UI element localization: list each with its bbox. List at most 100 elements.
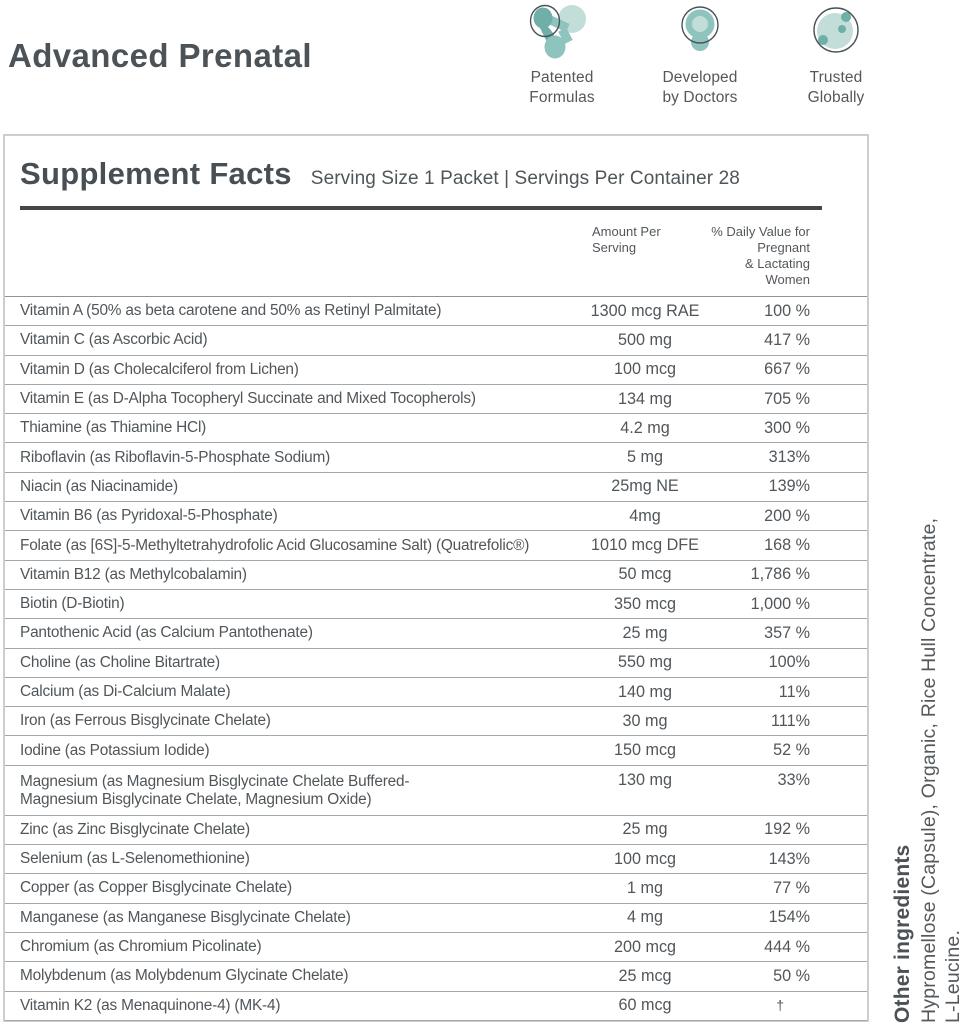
nutrient-name: Vitamin C (as Ascorbic Acid) [20, 331, 208, 349]
developed-by-doctors-icon [677, 2, 723, 62]
nutrient-amount: 140 mg [618, 682, 672, 701]
nutrient-amount: 60 mcg [618, 996, 672, 1015]
panel-header: Supplement Facts Serving Size 1 Packet |… [5, 136, 867, 192]
nutrient-dv: 50 % [773, 966, 810, 985]
nutrient-amount: 5 mg [627, 448, 663, 467]
nutrient-row: Calcium (as Di-Calcium Malate) 140 mg 11… [5, 678, 867, 708]
nutrient-name: Biotin (D-Biotin) [20, 595, 125, 613]
nutrient-row: Riboflavin (as Riboflavin-5-Phosphate So… [5, 443, 867, 473]
column-headers: Amount Per Serving % Daily Value for Pre… [5, 210, 867, 297]
nutrient-dv: 192 % [764, 820, 810, 839]
nutrient-row: Iodine (as Potassium Iodide) 150 mcg 52 … [5, 736, 867, 766]
nutrient-row: Vitamin B12 (as Methylcobalamin) 50 mcg … [5, 561, 867, 590]
nutrient-row: Molybdenum (as Molybdenum Glycinate Chel… [5, 962, 867, 992]
nutrient-amount: 1 mg [627, 878, 663, 897]
nutrient-dv: 313% [768, 448, 810, 467]
nutrient-amount: 25 mg [622, 820, 668, 839]
supplement-facts-panel: Supplement Facts Serving Size 1 Packet |… [3, 134, 869, 1022]
nutrient-row: Zinc (as Zinc Bisglycinate Chelate) 25 m… [5, 816, 867, 846]
nutrient-row: Thiamine (as Thiamine HCl) 4.2 mg 300 % [5, 414, 867, 444]
nutrient-amount: 4mg [629, 506, 661, 525]
trusted-globally-icon [810, 2, 862, 62]
nutrient-row: Magnesium (as Magnesium Bisglycinate Che… [5, 766, 867, 816]
nutrient-row: Pantothenic Acid (as Calcium Pantothenat… [5, 619, 867, 649]
nutrient-dv: † [776, 996, 784, 1013]
nutrient-row: Manganese (as Manganese Bisglycinate Che… [5, 904, 867, 933]
supplement-facts-title: Supplement Facts [20, 156, 292, 191]
header-rule [20, 206, 822, 210]
nutrient-dv: 100 % [764, 301, 810, 320]
nutrient-amount: 25mg NE [611, 477, 679, 496]
nutrient-dv: 168 % [764, 536, 810, 555]
nutrient-name: Vitamin D (as Cholecalciferol from Liche… [20, 360, 299, 378]
nutrient-dv: 154% [768, 908, 810, 927]
badge-patented-formulas: Patented Formulas [496, 2, 628, 108]
dv-column-header: % Daily Value for Pregnant & Lactating W… [711, 224, 810, 287]
badges: Patented Formulas Developed by Doctors [0, 0, 976, 110]
nutrient-amount: 150 mcg [613, 741, 677, 760]
nutrient-row: Iron (as Ferrous Bisglycinate Chelate) 3… [5, 707, 867, 737]
nutrient-dv: 357 % [764, 623, 810, 642]
serving-info: Serving Size 1 Packet | Servings Per Con… [310, 168, 740, 189]
nutrient-row: Selenium (as L-Selenomethionine) 100 mcg… [5, 845, 867, 875]
other-ingredients-text: Hypromellose (Capsule), Organic, Rice Hu… [918, 517, 964, 1023]
nutrient-row: Vitamin C (as Ascorbic Acid) 500 mg 417 … [5, 326, 867, 356]
nutrient-name: Zinc (as Zinc Bisglycinate Chelate) [20, 820, 250, 838]
nutrient-dv: 1,786 % [750, 565, 810, 584]
nutrient-amount: 1300 mcg RAE [590, 301, 700, 320]
badge-label: Trusted Globally [807, 69, 865, 106]
nutrient-name: Calcium (as Di-Calcium Malate) [20, 683, 231, 700]
nutrient-amount: 130 mg [618, 770, 672, 789]
nutrient-amount: 4.2 mg [620, 418, 670, 437]
nutrient-name: Niacin (as Niacinamide) [20, 477, 178, 495]
nutrient-amount: 350 mcg [613, 594, 677, 613]
nutrient-dv: 111% [771, 711, 810, 730]
nutrient-dv: 11% [778, 682, 810, 701]
nutrient-amount: 550 mg [618, 653, 672, 672]
nutrient-row: Choline (as Choline Bitartrate) 550 mg 1… [5, 649, 867, 678]
nutrient-row: Vitamin D (as Cholecalciferol from Liche… [5, 356, 867, 385]
nutrient-amount: 30 mg [622, 711, 668, 730]
nutrient-amount: 134 mg [618, 389, 672, 408]
nutrient-amount: 1010 mcg DFE [591, 536, 699, 555]
nutrient-name: Pantothenic Acid (as Calcium Pantothenat… [20, 624, 313, 642]
amount-column-header: Amount Per Serving [592, 224, 661, 255]
nutrient-row: Niacin (as Niacinamide) 25mg NE 139% [5, 473, 867, 503]
nutrient-name: Selenium (as L-Selenomethionine) [20, 850, 250, 868]
nutrient-amount: 100 mcg [613, 849, 677, 868]
product-title: Advanced Prenatal [8, 37, 312, 74]
nutrient-row: Vitamin E (as D-Alpha Tocopheryl Succina… [5, 385, 867, 415]
nutrient-amount: 25 mg [622, 623, 668, 642]
badge-developed-by-doctors: Developed by Doctors [634, 2, 766, 108]
other-ingredients-rotated-block: Other ingredients Hypromellose (Capsule)… [891, 463, 965, 1023]
nutrient-name: Molybdenum (as Molybdenum Glycinate Chel… [20, 967, 349, 985]
nutrient-name: Vitamin A (50% as beta carotene and 50% … [20, 302, 442, 320]
nutrient-dv: 143% [768, 849, 810, 868]
name-column-spacer [20, 224, 580, 288]
nutrient-row: Vitamin B6 (as Pyridoxal-5-Phosphate) 4m… [5, 502, 867, 532]
nutrient-name: Riboflavin (as Riboflavin-5-Phosphate So… [20, 448, 331, 466]
nutrient-row: Copper (as Copper Bisglycinate Chelate) … [5, 874, 867, 904]
nutrient-dv: 100% [768, 653, 810, 672]
nutrient-row: Vitamin A (50% as beta carotene and 50% … [5, 297, 867, 327]
nutrient-dv: 139% [768, 477, 810, 496]
nutrient-dv: 417 % [764, 330, 810, 349]
nutrient-name: Iron (as Ferrous Bisglycinate Chelate) [20, 712, 271, 730]
badge-trusted-globally: Trusted Globally [770, 2, 902, 108]
nutrient-name: Thiamine (as Thiamine HCl) [20, 419, 207, 437]
patented-formulas-icon [525, 2, 599, 62]
nutrient-amount: 200 mcg [613, 937, 677, 956]
nutrient-dv: 667 % [764, 360, 810, 379]
nutrient-amount: 500 mg [618, 330, 672, 349]
nutrient-dv: 33% [777, 770, 810, 789]
nutrient-name: Vitamin B6 (as Pyridoxal-5-Phosphate) [20, 507, 278, 525]
badge-label: Patented Formulas [529, 69, 595, 106]
other-ingredients-heading: Other ingredients [891, 844, 914, 1023]
nutrient-amount: 4 mg [627, 908, 663, 927]
facts-rows: Vitamin A (50% as beta carotene and 50% … [5, 297, 867, 1021]
nutrient-name: Magnesium (as Magnesium Bisglycinate Che… [20, 772, 410, 808]
nutrient-amount: 25 mcg [618, 966, 672, 985]
nutrient-name: Folate (as [6S]-5-Methyltetrahydrofolic … [20, 536, 530, 554]
nutrient-name: Iodine (as Potassium Iodide) [20, 741, 210, 759]
